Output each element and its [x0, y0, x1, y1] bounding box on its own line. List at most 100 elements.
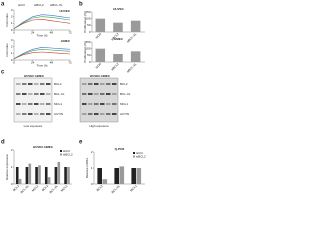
bar	[95, 48, 106, 62]
bar	[18, 178, 22, 184]
blot-band	[28, 113, 33, 115]
blot-band	[112, 83, 117, 85]
blot-band	[88, 113, 93, 115]
line	[13, 14, 71, 29]
y-tick-label: 2	[91, 150, 93, 154]
blot-band	[100, 113, 105, 115]
y-tick-label: 3	[11, 38, 13, 42]
blot-band	[16, 113, 21, 115]
bar	[113, 22, 123, 32]
line	[13, 47, 71, 59]
x-tick-label: siCtrl	[94, 32, 102, 40]
blot-band	[82, 113, 87, 115]
x-tick-label: siBCL-XL	[126, 32, 138, 44]
blot-band	[82, 83, 87, 85]
x-tick-label: MCL1	[129, 184, 138, 193]
x-tick-label: siBCL2	[110, 32, 120, 42]
blot-band	[106, 93, 111, 95]
chart-title: HMEC	[61, 39, 71, 43]
blot-band	[112, 93, 117, 95]
x-tick-label: 24	[31, 60, 35, 64]
legend-label: siBCL2	[34, 3, 44, 7]
bar	[136, 168, 142, 184]
chart-title: HUVEC HMEC	[33, 145, 54, 149]
bar	[15, 167, 19, 184]
y-tick-label: 0	[89, 60, 91, 64]
blot-band	[100, 83, 105, 85]
x-tick-label: BCL-XL	[111, 184, 121, 194]
legend-swatch	[133, 155, 135, 158]
x-tick-label: 0	[13, 30, 15, 34]
x-tick-label: BCL2	[12, 184, 20, 192]
blot-band	[106, 83, 111, 85]
y-axis-label: Cell index	[5, 43, 9, 57]
x-tick-label: 72	[68, 60, 72, 64]
line	[13, 49, 71, 59]
y-tick-label: 0	[11, 28, 13, 32]
legend-label: siBCL-XL	[50, 3, 63, 7]
blot-band	[46, 83, 51, 85]
bar	[64, 167, 67, 184]
y-axis-label: Relative mRNA	[85, 158, 89, 179]
y-tick-label: 0	[11, 58, 13, 62]
x-tick-label: BCL2	[96, 184, 104, 192]
blot-band	[112, 103, 117, 105]
protein-label: BCL2	[54, 82, 62, 86]
blot-band	[94, 113, 99, 115]
chart-title: Q-PCR	[115, 147, 126, 151]
blot-band	[100, 103, 105, 105]
protein-label: MCL1	[54, 102, 62, 106]
legend-label: siCtrl	[136, 151, 143, 155]
bar	[25, 167, 29, 184]
x-tick-label: BCL2	[41, 184, 49, 192]
bar	[35, 167, 38, 184]
x-tick-label: 48	[50, 30, 54, 34]
blot-band	[82, 103, 87, 105]
blot-title: HUVEC HMEC	[24, 74, 45, 78]
chart-title: HUVEC	[113, 7, 124, 11]
blot-frame	[13, 77, 53, 123]
blot-band	[46, 113, 51, 115]
x-tick-label: siBCL2	[110, 62, 120, 72]
y-axis-label: Cell index	[5, 13, 9, 27]
y-tick-label: 150	[85, 10, 90, 14]
bar	[119, 166, 125, 184]
blot-band	[112, 113, 117, 115]
x-tick-label: MCL1	[31, 184, 40, 193]
bar	[38, 165, 41, 184]
blot-band	[106, 113, 111, 115]
blot-band	[34, 83, 39, 85]
blot-band	[34, 93, 39, 95]
y-axis-label: Proliferation (%)	[83, 11, 87, 33]
legend-label: siCtrl	[63, 149, 70, 153]
panel-label: b	[79, 2, 83, 8]
bar	[131, 168, 136, 184]
blot-band	[28, 103, 33, 105]
x-tick-label: MCL1	[60, 184, 69, 193]
line	[13, 19, 71, 29]
blot-band	[22, 103, 27, 105]
blot-band	[40, 93, 45, 95]
panel-label: c	[1, 70, 5, 76]
blot-band	[16, 103, 21, 105]
blot-band	[82, 93, 87, 95]
y-axis-label: Relative expression	[5, 154, 9, 181]
bar	[67, 167, 70, 184]
y-tick-label: 2	[11, 148, 13, 152]
blot-band	[22, 113, 27, 115]
y-tick-label: 100	[85, 46, 90, 50]
blot-band	[40, 103, 45, 105]
protein-label: ACTIN	[54, 112, 63, 116]
y-tick-label: 1	[11, 51, 13, 55]
blot-band	[22, 93, 27, 95]
blot-frame	[79, 77, 119, 123]
y-tick-label: 1	[91, 166, 93, 170]
x-tick-label: siBCL-XL	[126, 62, 138, 74]
protein-label: BCL2	[120, 82, 128, 86]
panel-label: e	[79, 140, 83, 146]
legend-label: siBCL2	[136, 154, 146, 158]
legend-swatch	[133, 152, 135, 154]
blot-band	[16, 83, 21, 85]
panel-label: a	[1, 2, 5, 8]
